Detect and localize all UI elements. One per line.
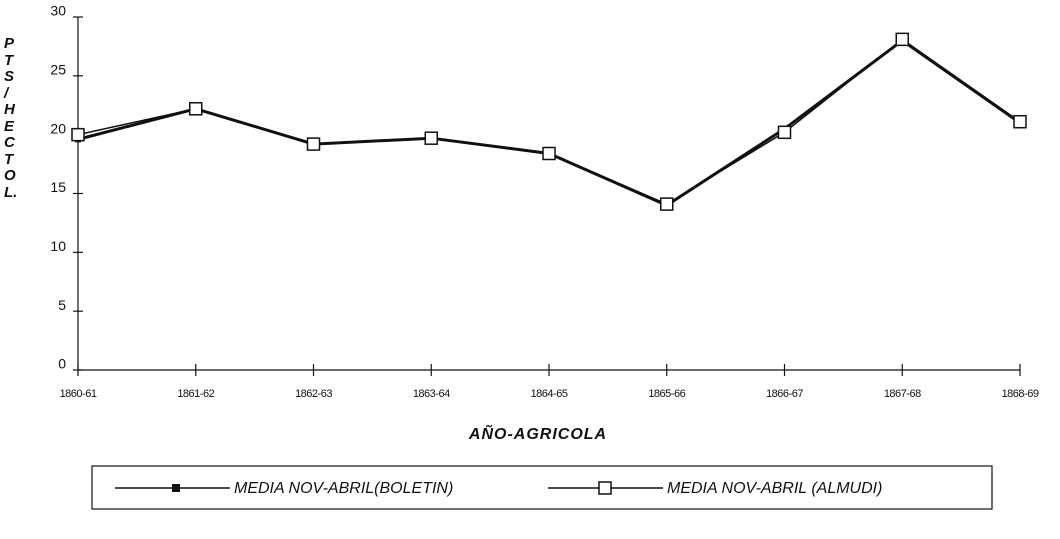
marker <box>777 125 792 140</box>
marker <box>542 146 556 161</box>
marker <box>1013 114 1027 129</box>
legend-box <box>91 465 993 510</box>
x-tick-label: 1867-68 <box>884 388 921 400</box>
y-tick-label: 5 <box>58 297 66 313</box>
y-tick-label: 0 <box>58 356 66 372</box>
legend-label: MEDIA NOV-ABRIL(BOLETIN) <box>234 480 453 497</box>
x-tick-label: 1868-69 <box>1002 388 1039 400</box>
marker <box>424 131 438 145</box>
series-line <box>77 38 1021 205</box>
x-tick-label: 1866-67 <box>766 388 803 400</box>
y-axis-title: PTS / HECTOL. <box>4 35 19 201</box>
series-line <box>77 38 1021 207</box>
x-axis-title: AÑO-AGRICOLA <box>468 423 607 443</box>
y-tick-label: 20 <box>50 120 66 136</box>
marker <box>660 197 674 211</box>
x-tick-label: 1864-65 <box>531 388 568 400</box>
x-tick-label: 1861-62 <box>177 388 214 400</box>
y-tick-label: 15 <box>50 179 66 195</box>
x-tick-label: 1860-61 <box>60 388 97 400</box>
marker <box>71 127 85 142</box>
y-tick-label: 30 <box>50 3 66 19</box>
x-tick-label: 1862-63 <box>295 388 332 400</box>
x-tick-label: 1865-66 <box>648 388 685 400</box>
marker <box>189 102 203 116</box>
marker <box>895 32 909 47</box>
x-tick-label: 1863-64 <box>413 388 450 400</box>
legend-marker <box>172 484 180 492</box>
legend-label: MEDIA NOV-ABRIL (ALMUDI) <box>667 480 882 497</box>
legend-marker <box>598 481 612 495</box>
y-tick-label: 25 <box>50 62 66 78</box>
y-tick-label: 10 <box>50 238 66 254</box>
marker <box>306 137 321 151</box>
